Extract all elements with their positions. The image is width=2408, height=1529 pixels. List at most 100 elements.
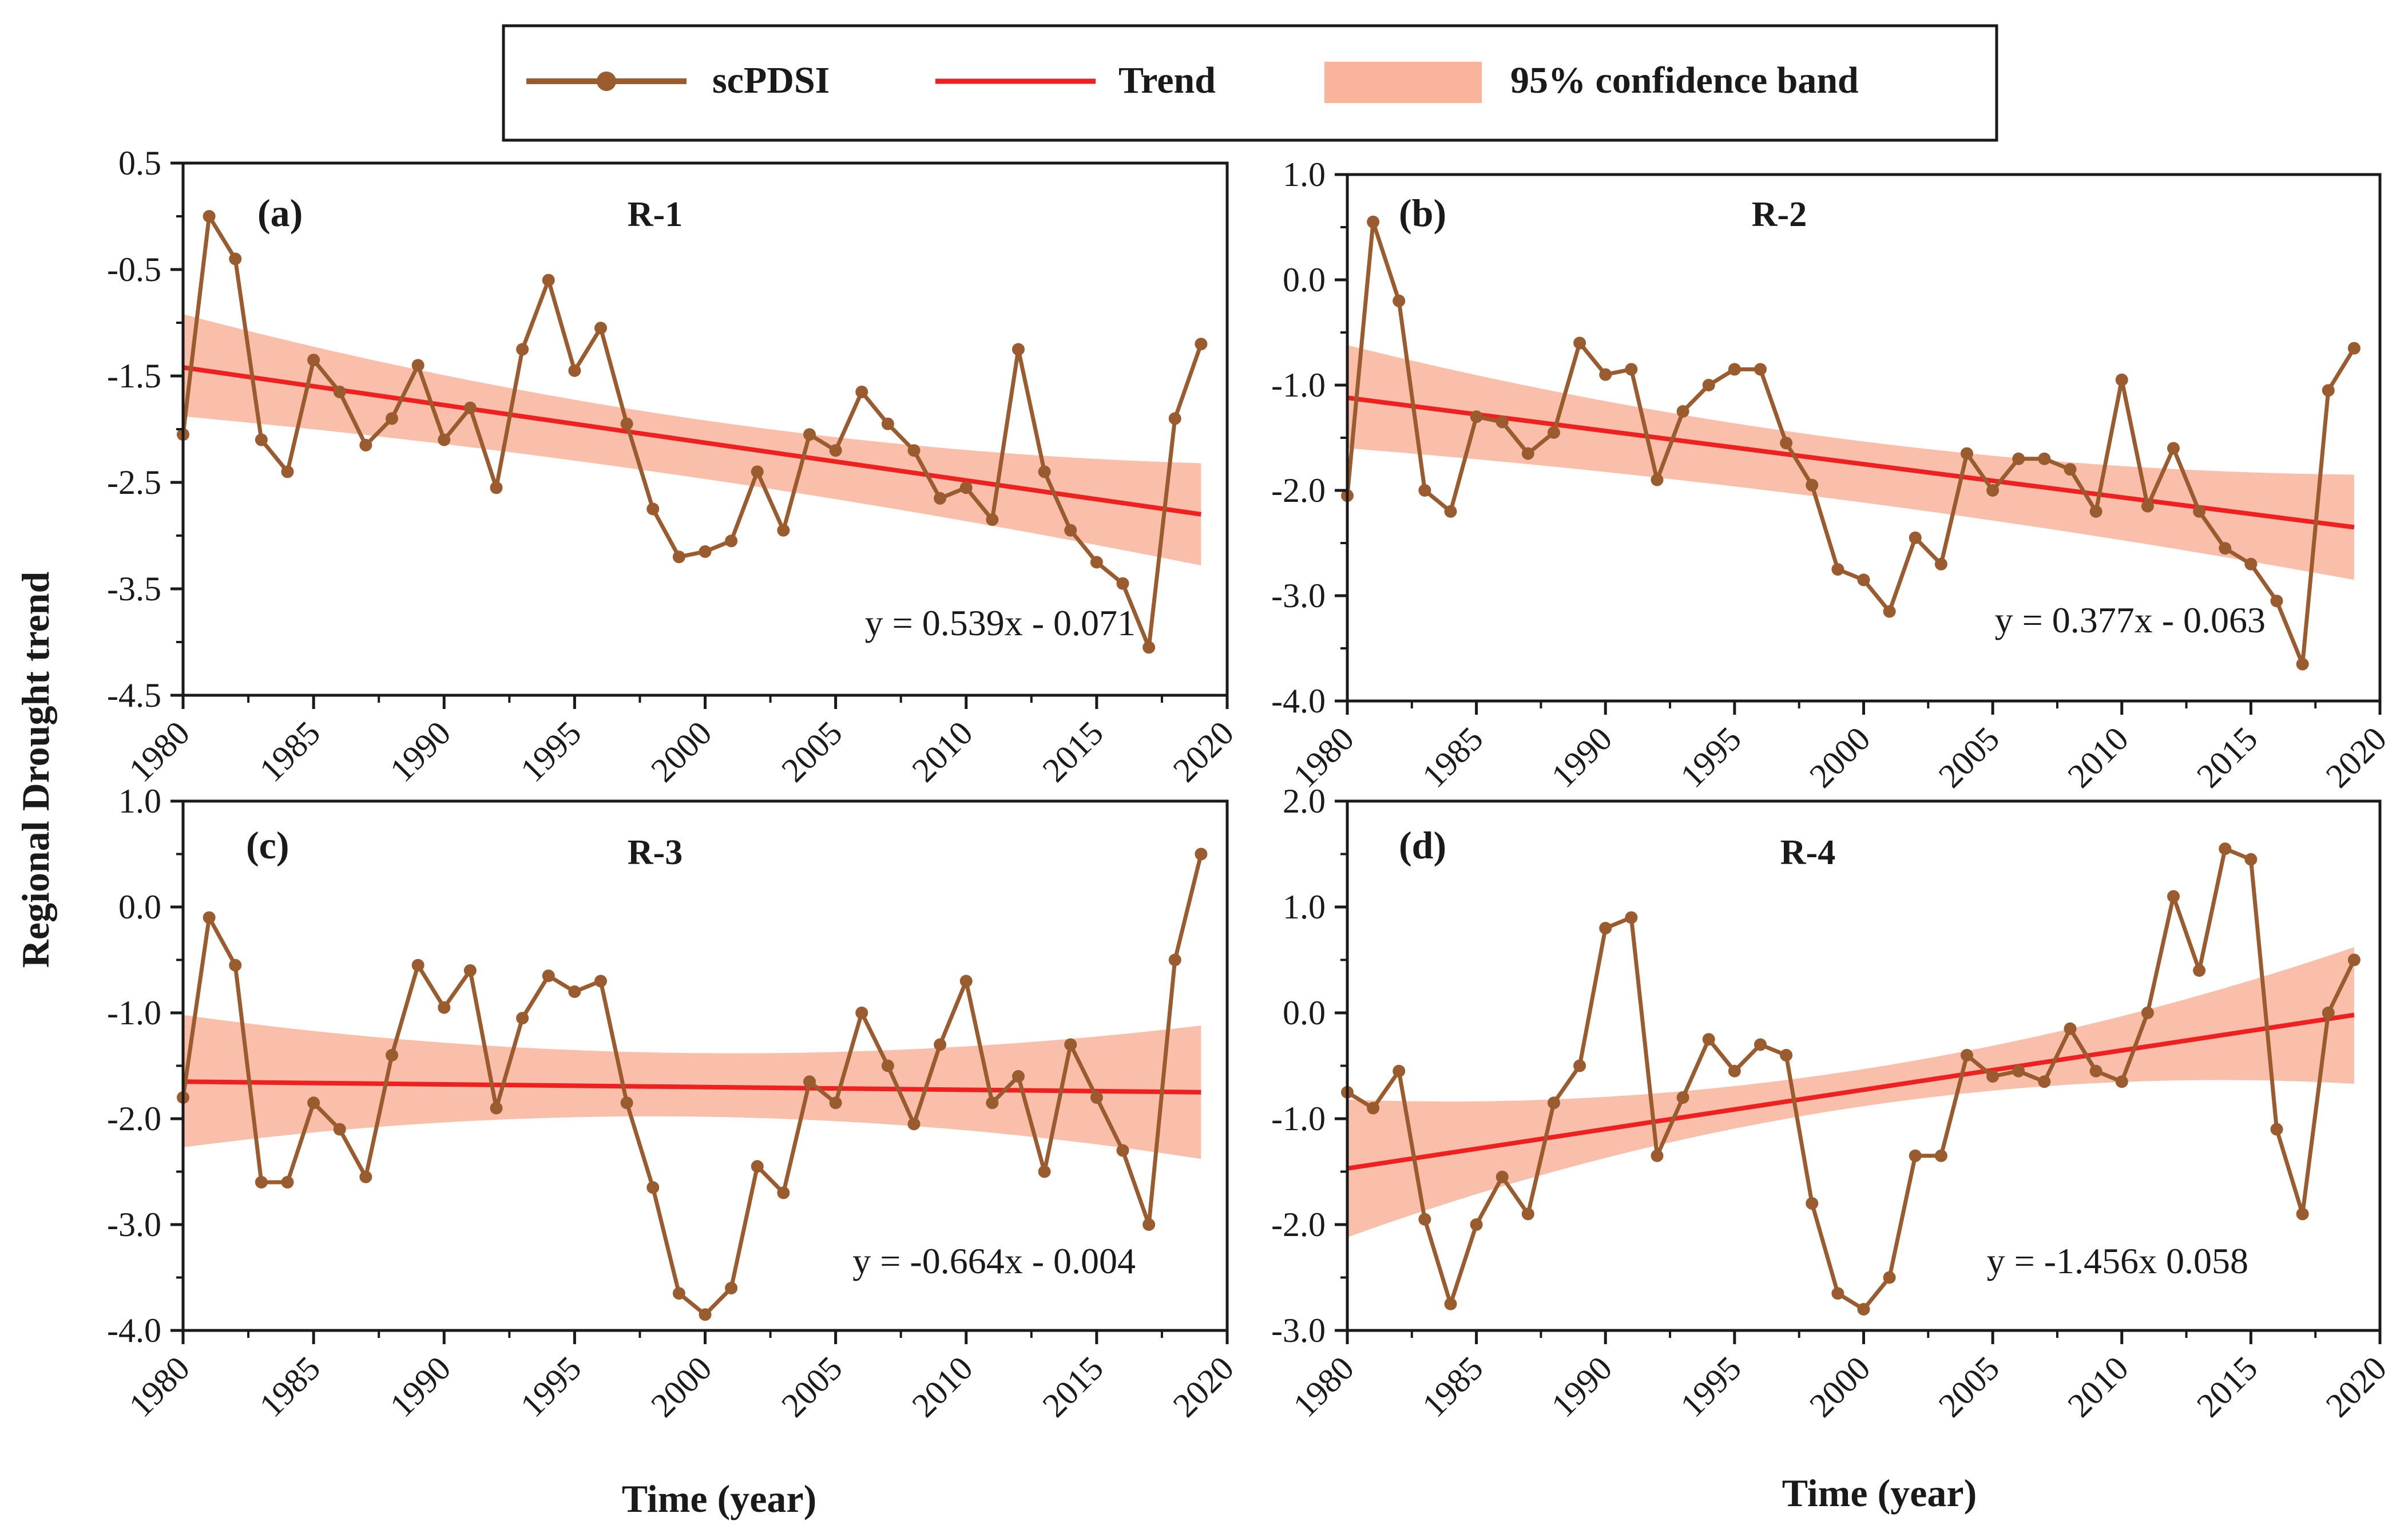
scpdsi-point-d-2001 [1883, 1271, 1896, 1284]
scpdsi-point-d-2009 [2089, 1064, 2102, 1078]
scpdsi-point-b-2004 [1961, 447, 1973, 460]
scpdsi-point-c-2000 [699, 1308, 712, 1321]
scpdsi-point-d-1987 [1521, 1207, 1534, 1221]
scpdsi-point-c-2017 [1142, 1218, 1156, 1231]
scpdsi-line-d [1346, 846, 2357, 1312]
scpdsi-point-a-1981 [203, 210, 216, 223]
scpdsi-point-a-2002 [751, 465, 764, 478]
scpdsi-point-d-1999 [1831, 1287, 1844, 1300]
y-tick-label-d-5: -3.0 [1271, 1312, 1326, 1349]
scpdsi-point-a-2012 [1012, 343, 1025, 356]
scpdsi-point-d-2010 [2115, 1075, 2128, 1088]
x-tick-label-a-1985: 1985 [252, 714, 328, 790]
scpdsi-point-c-2006 [855, 1007, 868, 1019]
scpdsi-point-b-2014 [2219, 542, 2232, 555]
trend-equation-b: y = 0.377x - 0.063 [1995, 600, 2266, 640]
x-axis-title-right: Time (year) [1782, 1471, 1977, 1515]
scpdsi-point-c-1996 [594, 975, 607, 988]
y-tick-label-b-5: -4.0 [1271, 682, 1326, 720]
scpdsi-point-a-1982 [229, 252, 242, 266]
scpdsi-point-b-1984 [1444, 505, 1457, 518]
x-tick-label-d-2010: 2010 [2060, 1349, 2136, 1425]
scpdsi-point-c-1994 [542, 969, 555, 983]
legend-frame [502, 24, 1998, 142]
scpdsi-point-b-1985 [1470, 410, 1483, 423]
trend-equation-d: y = -1.456x 0.058 [1987, 1241, 2248, 1281]
scpdsi-line-b [1345, 220, 2356, 667]
scpdsi-point-d-1995 [1728, 1064, 1741, 1078]
x-tick-label-a-1980: 1980 [122, 714, 197, 790]
scpdsi-line-a [181, 214, 1203, 649]
x-tick-label-a-1990: 1990 [383, 714, 458, 790]
scpdsi-point-b-1989 [1573, 336, 1586, 350]
scpdsi-point-d-2015 [2244, 853, 2258, 866]
panel-letter-c: (c) [246, 823, 289, 867]
scpdsi-point-c-2001 [725, 1282, 738, 1294]
scpdsi-point-b-2017 [2296, 657, 2309, 671]
scpdsi-point-d-1997 [1780, 1049, 1793, 1061]
legend-scpdsi-marker-icon [597, 72, 616, 91]
scpdsi-point-c-2009 [934, 1038, 947, 1051]
scpdsi-point-b-2003 [1934, 557, 1947, 571]
scpdsi-point-a-2018 [1168, 412, 1181, 425]
x-tick-label-b-1985: 1985 [1415, 720, 1490, 795]
scpdsi-point-c-2008 [907, 1118, 921, 1131]
scpdsi-point-b-1992 [1651, 473, 1664, 486]
legend-band-swatch-icon [1324, 62, 1482, 103]
scpdsi-point-b-2011 [2141, 500, 2154, 513]
y-tick-label-b-4: -3.0 [1271, 577, 1326, 615]
scpdsi-point-a-1987 [359, 438, 372, 451]
scpdsi-point-a-1999 [672, 550, 685, 564]
region-label-b: R-2 [1752, 195, 1807, 234]
scpdsi-point-d-2013 [2193, 964, 2206, 977]
scpdsi-point-a-1986 [333, 385, 346, 398]
scpdsi-point-c-2012 [1012, 1070, 1025, 1083]
x-tick-label-a-2020: 2020 [1166, 714, 1241, 790]
x-tick-label-b-2010: 2010 [2060, 720, 2136, 795]
y-tick-label-d-3: -1.0 [1271, 1100, 1326, 1138]
x-tick-label-a-1995: 1995 [513, 714, 589, 790]
x-tick-label-a-2015: 2015 [1036, 714, 1111, 790]
scpdsi-point-c-2004 [803, 1075, 816, 1088]
scpdsi-point-a-1985 [307, 354, 320, 367]
scpdsi-point-b-1996 [1754, 363, 1767, 376]
y-tick-label-d-1: 1.0 [1283, 888, 1326, 926]
scpdsi-point-d-2006 [2012, 1064, 2025, 1078]
scpdsi-point-b-1991 [1625, 363, 1638, 376]
x-tick-label-b-2005: 2005 [1931, 720, 2007, 795]
y-tick-label-a-3: -2.5 [107, 464, 161, 501]
scpdsi-point-a-2005 [829, 444, 842, 457]
scpdsi-point-b-2001 [1883, 605, 1896, 618]
legend-label-trend: Trend [1118, 60, 1216, 101]
scpdsi-point-b-2019 [2347, 342, 2361, 355]
x-tick-label-a-2005: 2005 [774, 714, 850, 790]
scpdsi-point-d-2011 [2141, 1007, 2154, 1019]
scpdsi-point-c-2019 [1195, 847, 1208, 861]
trend-line-d [1347, 1012, 2355, 1171]
scpdsi-point-a-2006 [855, 385, 868, 398]
scpdsi-point-b-1986 [1495, 415, 1509, 429]
scpdsi-point-a-1994 [542, 274, 555, 287]
scpdsi-point-b-2002 [1909, 531, 1922, 544]
y-tick-label-c-2: -1.0 [107, 994, 161, 1032]
scpdsi-point-b-1981 [1367, 215, 1380, 228]
x-tick-label-b-1995: 1995 [1673, 720, 1749, 795]
y-tick-label-b-2: -1.0 [1271, 366, 1326, 404]
scpdsi-point-a-1984 [281, 465, 294, 478]
x-tick-label-d-2015: 2015 [2189, 1349, 2265, 1425]
scpdsi-point-d-2004 [1961, 1049, 1973, 1061]
x-tick-label-b-1990: 1990 [1544, 720, 1620, 795]
scpdsi-point-b-1987 [1521, 447, 1534, 460]
scpdsi-point-d-2017 [2296, 1207, 2309, 1221]
scpdsi-point-a-2008 [907, 444, 921, 457]
trend-equation-a: y = 0.539x - 0.071 [865, 603, 1136, 643]
scpdsi-point-a-2013 [1038, 465, 1051, 478]
x-tick-label-c-1995: 1995 [513, 1349, 589, 1425]
scpdsi-point-d-1996 [1754, 1038, 1767, 1051]
scpdsi-point-b-1997 [1780, 437, 1793, 450]
scpdsi-point-b-1993 [1676, 405, 1689, 418]
scpdsi-point-c-2013 [1038, 1165, 1051, 1178]
x-tick-label-d-1980: 1980 [1286, 1349, 1362, 1425]
scpdsi-point-d-1994 [1702, 1033, 1715, 1046]
